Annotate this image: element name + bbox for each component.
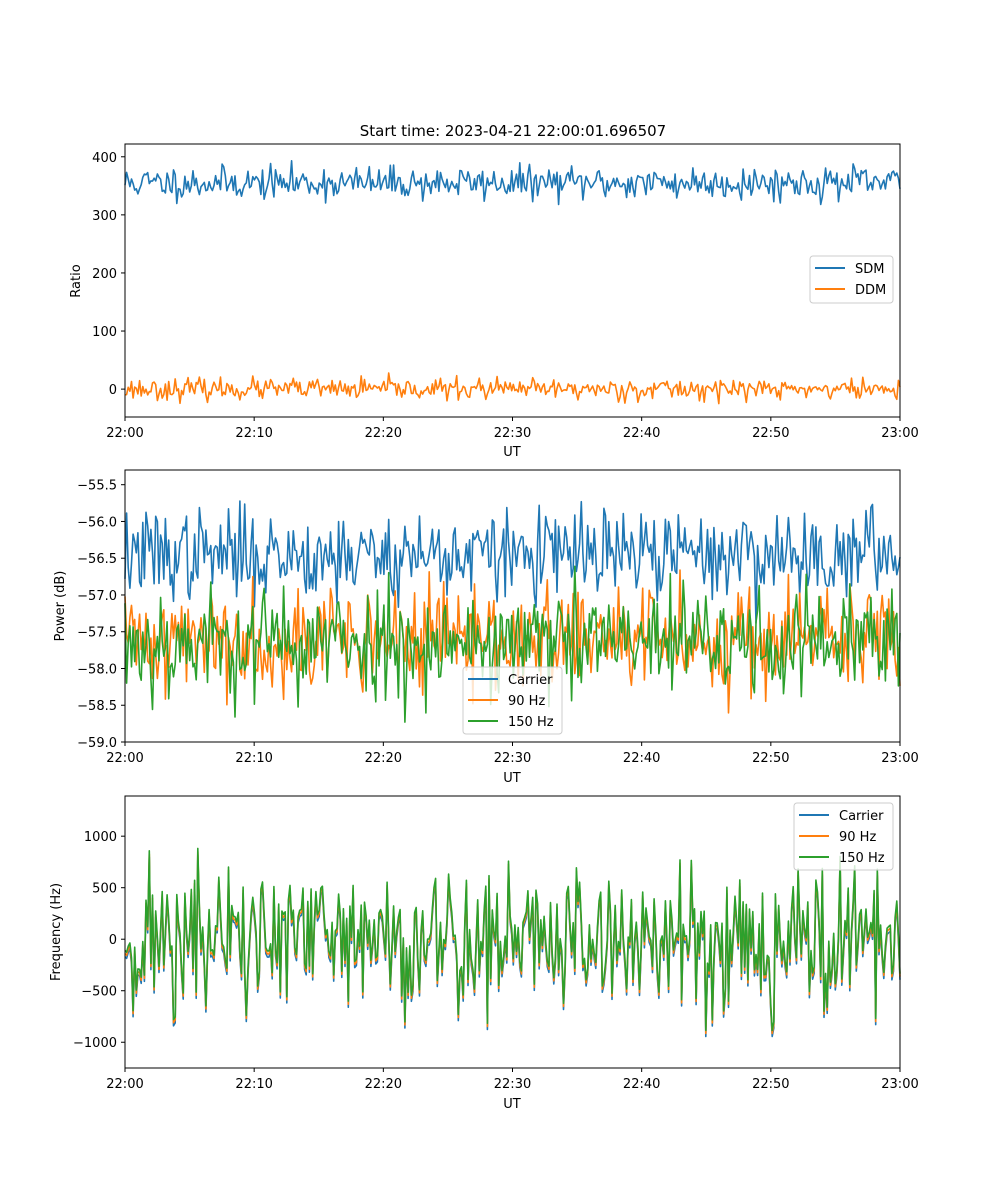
legend: Carrier 90 Hz 150 Hz <box>462 666 563 735</box>
y-tick-label: −56.5 <box>77 552 117 567</box>
series-line-150-hz <box>124 565 901 723</box>
x-tick-label: 22:50 <box>752 751 789 766</box>
legend-label-carrier: Carrier <box>508 673 553 688</box>
y-axis-label: Frequency (Hz) <box>49 883 64 981</box>
y-axis: −1000 −500 0 500 1000 <box>73 830 125 1051</box>
x-tick-label: 22:30 <box>494 751 531 766</box>
legend-box <box>462 666 563 735</box>
frequency-series-layer <box>124 847 901 1038</box>
y-tick-label: −1000 <box>73 1036 117 1051</box>
legend-label-150hz: 150 Hz <box>839 851 885 866</box>
x-tick-label: 23:00 <box>881 751 918 766</box>
x-axis: 22:00 22:10 22:20 22:30 22:40 22:50 23:00 <box>106 742 919 766</box>
legend-label-90hz: 90 Hz <box>839 830 876 845</box>
ratio-series-layer <box>124 160 901 405</box>
y-tick-label: −56.0 <box>77 515 117 530</box>
y-tick-label: 100 <box>92 325 117 340</box>
legend-label-150hz: 150 Hz <box>508 715 554 730</box>
x-tick-label: 22:30 <box>494 1077 531 1092</box>
frequency-panel: 22:00 22:10 22:20 22:30 22:40 22:50 23:00 −100… <box>49 795 919 1112</box>
series-line-150-hz <box>124 847 901 1032</box>
y-tick-label: −58.0 <box>77 662 117 677</box>
x-tick-label: 22:50 <box>752 426 789 441</box>
y-axis-label: Ratio <box>69 264 84 297</box>
x-tick-label: 22:00 <box>106 1077 143 1092</box>
y-axis: −59.0 −58.5 −58.0 −57.5 −57.0 −56.5 −56.0 −55.5 <box>77 479 125 751</box>
x-tick-label: 22:10 <box>235 426 272 441</box>
x-tick-label: 22:40 <box>623 751 660 766</box>
x-tick-label: 22:30 <box>494 426 531 441</box>
y-tick-label: 1000 <box>84 830 117 845</box>
y-tick-label: 300 <box>92 209 117 224</box>
y-tick-label: 200 <box>92 267 117 282</box>
power-panel: 22:00 22:10 22:20 22:30 22:40 22:50 23:00 −59.… <box>53 469 919 786</box>
x-axis-label: UT <box>503 1097 521 1112</box>
x-tick-label: 22:20 <box>365 426 402 441</box>
y-tick-label: −55.5 <box>77 479 117 494</box>
legend-label-carrier: Carrier <box>839 809 884 824</box>
x-tick-label: 22:40 <box>623 1077 660 1092</box>
x-tick-label: 22:20 <box>365 1077 402 1092</box>
legend-label-sdm: SDM <box>855 262 884 277</box>
y-tick-label: −59.0 <box>77 736 117 751</box>
x-axis-label: UT <box>503 445 521 460</box>
y-tick-label: −58.5 <box>77 699 117 714</box>
y-axis-label: Power (dB) <box>53 571 68 642</box>
y-tick-label: 0 <box>109 383 117 398</box>
legend: Carrier 90 Hz 150 Hz <box>793 802 894 871</box>
x-tick-label: 23:00 <box>881 1077 918 1092</box>
chart-title: Start time: 2023-04-21 22:00:01.696507 <box>360 122 666 140</box>
y-tick-label: −500 <box>81 985 117 1000</box>
legend-box <box>793 802 894 871</box>
y-tick-label: 500 <box>92 882 117 897</box>
x-tick-label: 22:20 <box>365 751 402 766</box>
legend: SDM DDM <box>809 255 894 304</box>
y-axis: 0 100 200 300 400 <box>92 151 125 398</box>
y-tick-label: −57.5 <box>77 626 117 641</box>
x-axis-label: UT <box>503 771 521 786</box>
x-tick-label: 22:10 <box>235 1077 272 1092</box>
series-line-carrier <box>124 500 901 624</box>
series-line-ddm <box>124 372 901 405</box>
ratio-panel: Start time: 2023-04-21 22:00:01.696507 2… <box>69 122 919 460</box>
power-series-layer <box>124 500 901 723</box>
y-tick-label: 400 <box>92 151 117 166</box>
y-tick-label: −57.0 <box>77 589 117 604</box>
x-axis: 22:00 22:10 22:20 22:30 22:40 22:50 23:00 <box>106 417 919 441</box>
legend-label-ddm: DDM <box>855 283 886 298</box>
x-tick-label: 22:00 <box>106 426 143 441</box>
x-tick-label: 22:00 <box>106 751 143 766</box>
x-tick-label: 22:10 <box>235 751 272 766</box>
series-line-sdm <box>124 160 901 206</box>
x-axis: 22:00 22:10 22:20 22:30 22:40 22:50 23:00 <box>106 1068 919 1092</box>
x-tick-label: 22:50 <box>752 1077 789 1092</box>
x-tick-label: 23:00 <box>881 426 918 441</box>
x-tick-label: 22:40 <box>623 426 660 441</box>
y-tick-label: 0 <box>109 933 117 948</box>
legend-label-90hz: 90 Hz <box>508 694 545 709</box>
